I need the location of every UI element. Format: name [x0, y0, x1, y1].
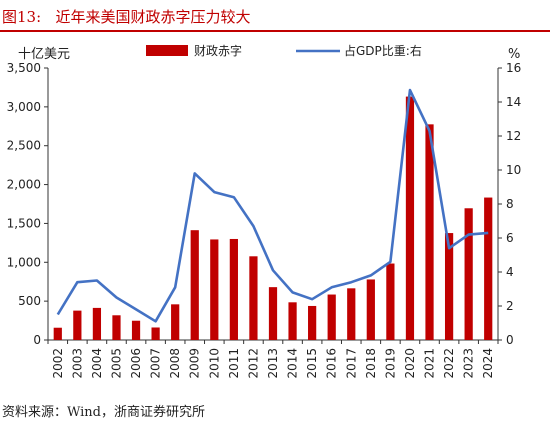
y-right-tick-label: 10	[506, 163, 521, 177]
legend-bar-label: 财政赤字	[194, 43, 242, 58]
bar	[73, 310, 82, 340]
y-right-label: %	[508, 47, 520, 62]
bar	[366, 279, 375, 340]
bar	[386, 263, 395, 340]
x-tick-label: 2023	[462, 348, 476, 379]
title-rule	[0, 30, 550, 32]
bar	[268, 287, 278, 340]
x-tick-label: 2021	[423, 348, 437, 379]
y-right-tick-label: 6	[506, 231, 514, 245]
y-left-tick-label: 2,500	[7, 139, 41, 153]
line-series	[56, 88, 489, 323]
y-right-tick-label: 4	[506, 265, 514, 279]
x-tick-label: 2017	[344, 348, 358, 379]
bar	[53, 327, 62, 340]
legend-bar-swatch	[146, 45, 188, 56]
y-left-tick-label: 0	[33, 333, 41, 347]
x-tick-label: 2018	[364, 348, 378, 379]
x-tick-label: 2002	[51, 348, 65, 379]
bar	[444, 233, 454, 340]
x-tick-label: 2004	[90, 348, 104, 379]
y-left-tick-label: 1,500	[7, 216, 41, 230]
x-tick-label: 2014	[286, 348, 300, 379]
bar	[210, 239, 219, 340]
x-tick-label: 2012	[246, 348, 260, 379]
figure-title: 图13: 近年来美国财政赤字压力较大	[2, 6, 250, 27]
x-tick-label: 2007	[149, 348, 163, 379]
bar	[190, 230, 199, 340]
y-left-tick-label: 3,000	[7, 100, 41, 114]
y-right-tick-label: 12	[506, 129, 521, 143]
figure-number: 图13:	[2, 8, 42, 26]
x-tick-label: 2024	[481, 348, 495, 379]
legend-line-label: 占GDP比重:右	[344, 43, 422, 58]
x-tick-label: 2005	[109, 348, 123, 379]
legend: 财政赤字 占GDP比重:右	[146, 43, 422, 58]
y-left-tick-label: 500	[18, 294, 41, 308]
figure-title-text: 近年来美国财政赤字压力较大	[55, 8, 251, 26]
x-tick-label: 2006	[129, 348, 143, 379]
bar-series	[53, 96, 493, 341]
bar	[425, 124, 434, 340]
x-tick-label: 2022	[442, 348, 456, 379]
x-tick-label: 2013	[266, 348, 280, 379]
bar	[347, 288, 356, 340]
y-right-tick-label: 8	[506, 197, 514, 211]
x-tick-label: 2011	[227, 348, 241, 379]
bar	[112, 315, 121, 340]
y-right-tick-label: 14	[506, 95, 521, 109]
y-left-tick-label: 1,000	[7, 255, 41, 269]
y-right-tick-label: 2	[506, 299, 514, 313]
bar	[464, 208, 473, 340]
figure-source: 资料来源：Wind，浙商证券研究所	[2, 405, 205, 420]
x-tick-label: 2010	[207, 348, 221, 379]
x-tick-label: 2016	[325, 348, 339, 379]
figure-header: 图13: 近年来美国财政赤字压力较大	[0, 0, 550, 36]
x-tick-label: 2015	[305, 348, 319, 379]
y-right-tick-label: 0	[506, 333, 514, 347]
y-left-tick-label: 3,500	[7, 61, 41, 75]
bar	[249, 256, 258, 340]
y-left-label: 十亿美元	[18, 47, 70, 62]
bar	[229, 238, 238, 340]
bar	[131, 320, 141, 340]
y-right-tick-label: 16	[506, 61, 521, 75]
bar	[484, 197, 493, 340]
bar	[308, 305, 317, 340]
x-tick-label: 2008	[168, 348, 182, 379]
bar	[327, 294, 336, 340]
line-path	[56, 88, 489, 323]
bar	[405, 96, 415, 341]
bar	[288, 302, 297, 340]
bar	[151, 327, 160, 340]
x-tick-label: 2003	[70, 348, 84, 379]
x-tick-label: 2020	[403, 348, 417, 379]
bar	[171, 304, 180, 340]
axes: 0 500 1,000 1,500 2,000 2,500 3,000 3,500 0 2 4 6 8 1…	[7, 47, 522, 379]
x-tick-label: 2019	[383, 348, 397, 379]
y-left-tick-label: 2,000	[7, 178, 41, 192]
x-tick-label: 2009	[188, 348, 202, 379]
bar	[92, 307, 102, 340]
